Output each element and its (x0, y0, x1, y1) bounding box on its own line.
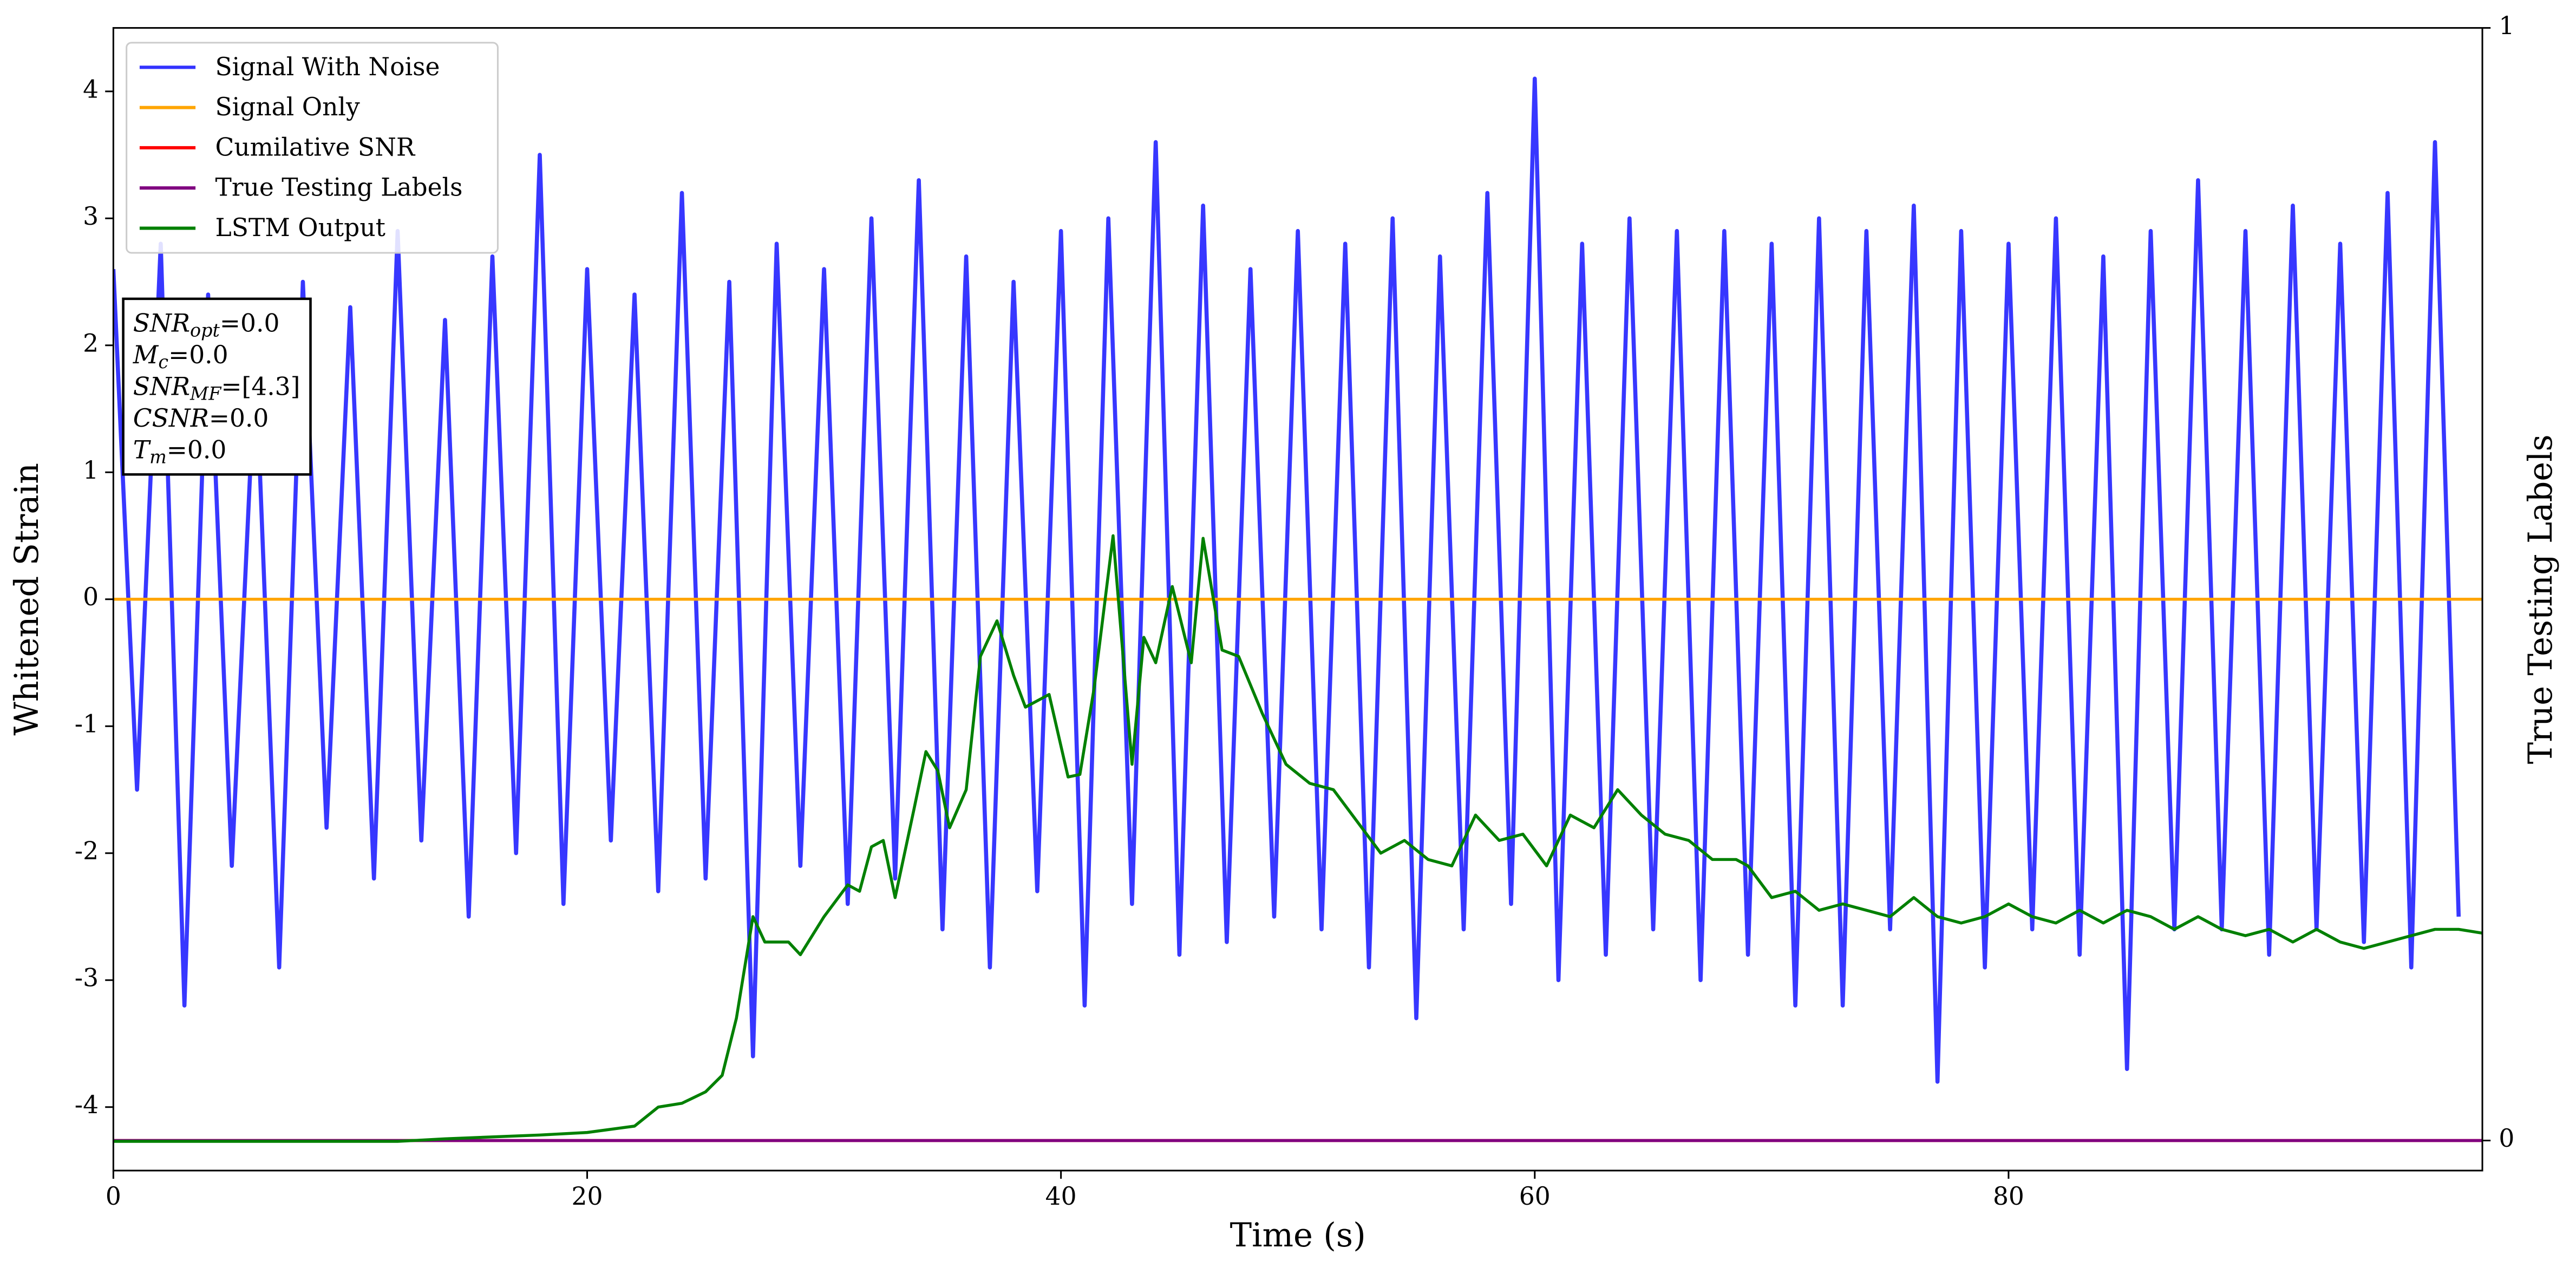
y-tick-label: 2 (83, 329, 99, 357)
y-tick-label: 4 (83, 75, 99, 103)
annotation-frame (122, 297, 312, 476)
annotation-part: c (158, 351, 168, 373)
annotation-part: =[4.3] (221, 372, 300, 401)
y-tick-label: 3 (83, 202, 99, 231)
y-tick-label: 1 (83, 456, 99, 485)
y-tick-label: -1 (75, 710, 99, 739)
annotation-part: MF (189, 383, 222, 404)
legend-label: Signal Only (215, 93, 360, 121)
annotation: SNRMF=[4.3] (133, 372, 300, 404)
x-tick-label: 60 (1519, 1182, 1551, 1211)
y2-axis-label: True Testing Labels (2522, 434, 2560, 764)
x-tick-label: 40 (1045, 1182, 1077, 1211)
series-line (113, 534, 2483, 1143)
annotation-part: CSNR (133, 403, 209, 432)
annotation-part: m (149, 447, 167, 468)
annotation-box: SNRopt=0.0Mc=0.0SNRMF=[4.3]CSNR=0.0Tm=0.… (122, 297, 312, 476)
y-axis-label: Whitened Strain (8, 463, 46, 736)
legend-frame (126, 42, 499, 254)
annotation-part: M (133, 340, 159, 369)
series-line (113, 76, 2461, 1084)
legend-label: LSTM Output (215, 213, 385, 242)
y-tick-label: -3 (75, 964, 99, 992)
y2-tick-label: 0 (2499, 1124, 2514, 1153)
x-axis-label: Time (s) (1230, 1217, 1366, 1255)
y-tick-label: -2 (75, 837, 99, 865)
y2-tick-label: 1 (2499, 11, 2514, 40)
annotation-part: SNR (133, 372, 190, 401)
annotation: SNRopt=0.0 (133, 309, 280, 341)
annotation-part: T (133, 435, 152, 464)
legend-label: True Testing Labels (215, 173, 463, 202)
x-tick-label: 0 (106, 1182, 121, 1211)
annotation: Tm=0.0 (133, 435, 227, 468)
x-tick-label: 20 (572, 1182, 603, 1211)
annotation-part: SNR (133, 309, 190, 337)
legend-label: Cumilative SNR (215, 133, 416, 161)
legend: Signal With Noise Signal Only Cumilative S… (126, 42, 499, 254)
annotation: CSNR=0.0 (133, 403, 269, 432)
annotation: Mc=0.0 (133, 340, 228, 373)
annotation-part: opt (190, 320, 220, 341)
annotation-part: =0.0 (167, 435, 226, 464)
y-tick-label: -4 (75, 1090, 99, 1119)
x-tick-label: 80 (1993, 1182, 2024, 1211)
legend-label: Signal With Noise (215, 53, 440, 81)
annotation-part: =0.0 (168, 340, 228, 369)
plot-area (113, 76, 2483, 1143)
annotation-part: =0.0 (209, 403, 269, 432)
y-tick-label: 0 (83, 583, 99, 611)
annotation-part: =0.0 (220, 309, 279, 337)
